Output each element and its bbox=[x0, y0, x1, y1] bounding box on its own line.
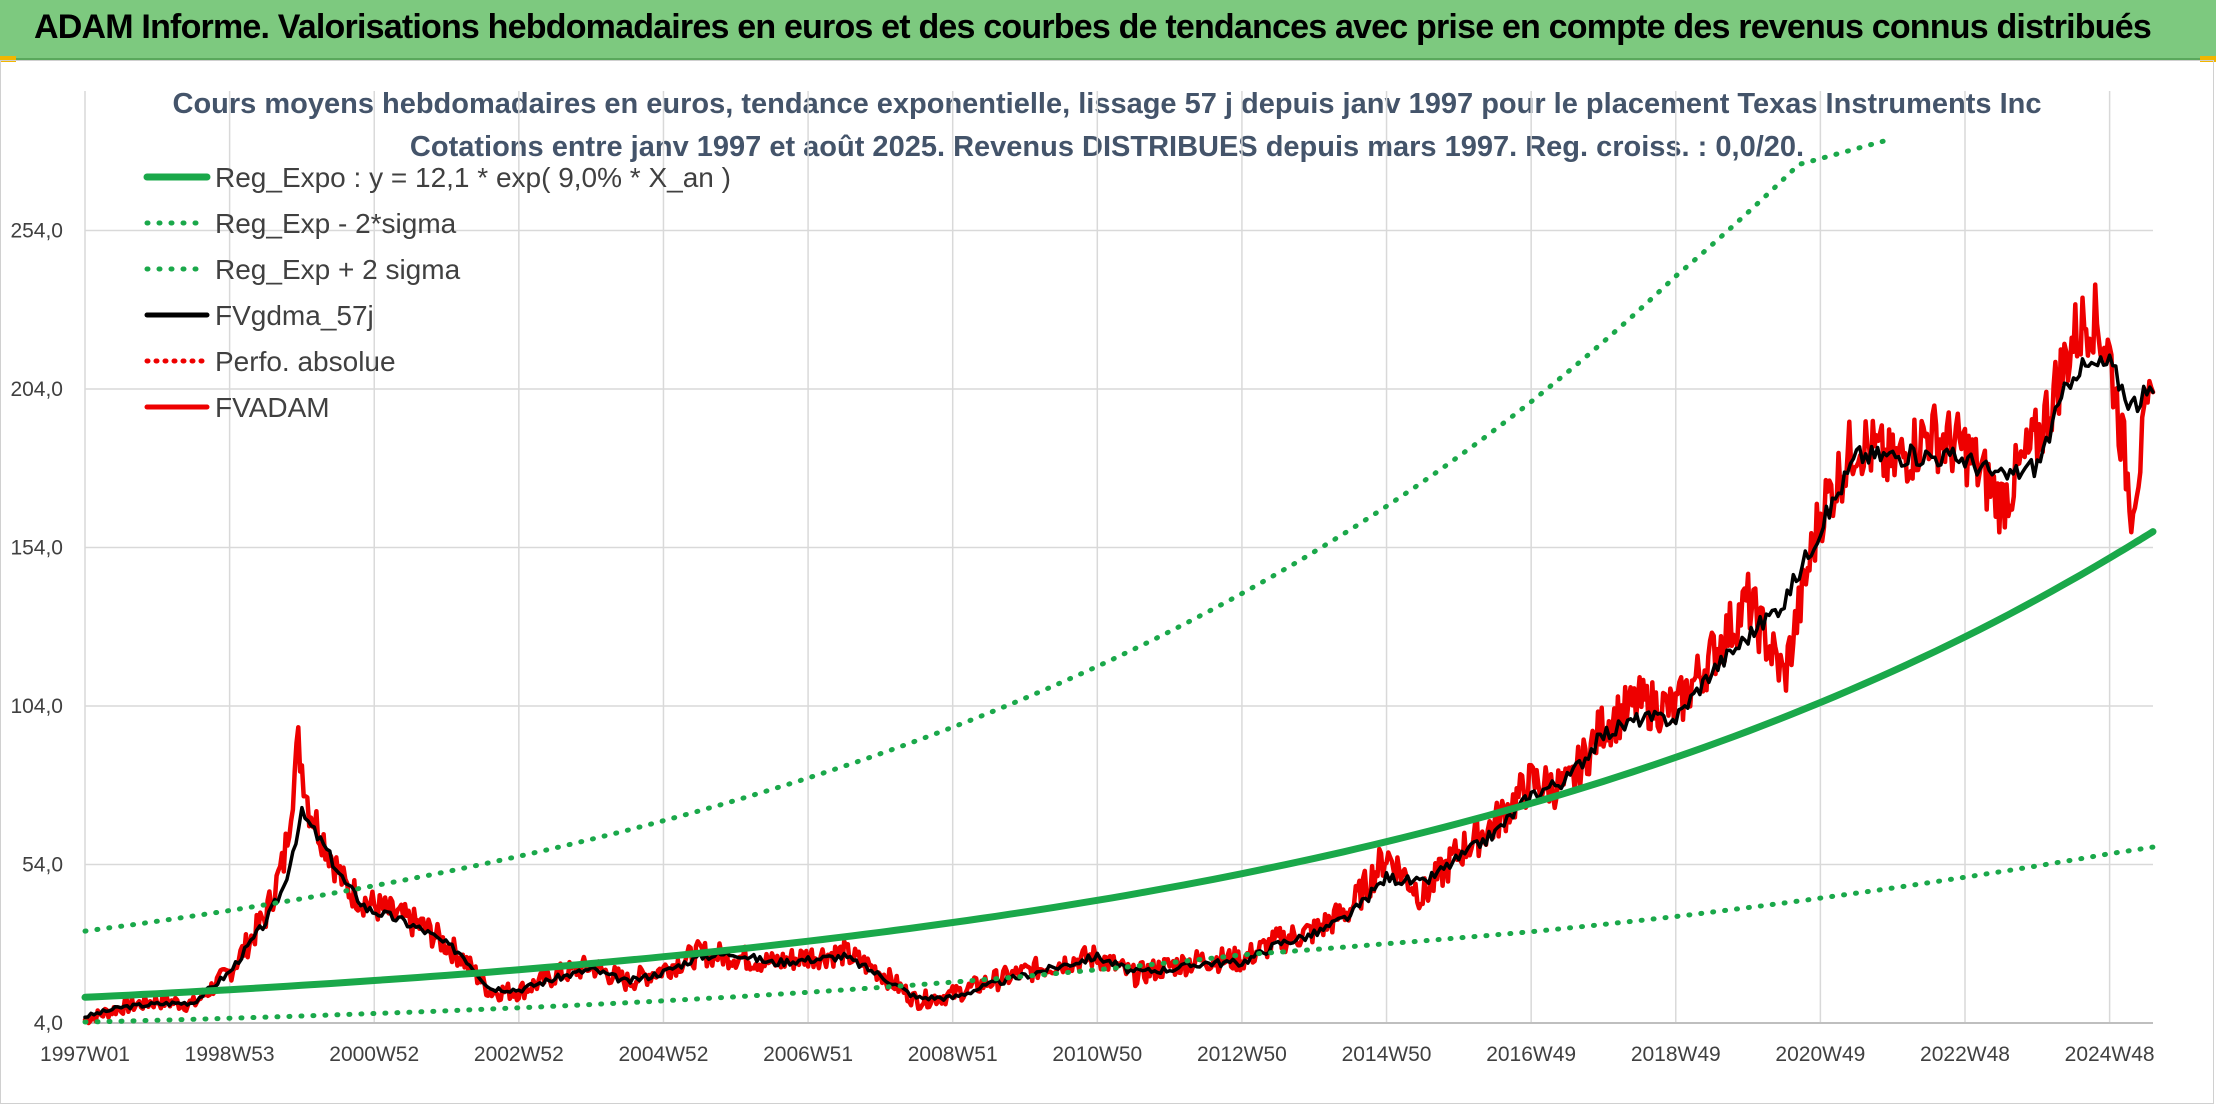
legend-label-4: Perfo. absolue bbox=[215, 346, 396, 377]
report-title: ADAM Informe. Valorisations hebdomadaire… bbox=[34, 8, 2152, 46]
x-tick-label: 2008W51 bbox=[908, 1043, 998, 1066]
chart-subtitle: Cotations entre janv 1997 et août 2025. … bbox=[410, 131, 1804, 163]
y-tick-label: 54,0 bbox=[22, 853, 63, 876]
series-line-5 bbox=[82, 282, 2156, 1026]
legend-label-2: Reg_Exp + 2 sigma bbox=[215, 254, 461, 285]
x-tick-label: 2016W49 bbox=[1486, 1043, 1576, 1066]
legend-label-1: Reg_Exp - 2*sigma bbox=[215, 208, 457, 239]
left-corner-marker bbox=[0, 56, 16, 62]
x-tick-label: 2024W48 bbox=[2065, 1043, 2155, 1066]
x-tick-label: 2014W50 bbox=[1342, 1043, 1432, 1066]
x-tick-label: 1997W01 bbox=[40, 1043, 130, 1066]
chart: Cours moyens hebdomadaires en euros, ten… bbox=[10, 88, 2157, 1066]
x-tick-label: 2020W49 bbox=[1775, 1043, 1865, 1066]
x-tick-label: 2002W52 bbox=[474, 1043, 564, 1066]
legend-label-0: Reg_Expo : y = 12,1 * exp( 9,0% * X_an ) bbox=[215, 162, 731, 193]
chart-frame: Cours moyens hebdomadaires en euros, ten… bbox=[0, 60, 2214, 1104]
series-line-1 bbox=[82, 844, 2156, 1025]
legend: Reg_Expo : y = 12,1 * exp( 9,0% * X_an )… bbox=[143, 162, 731, 423]
y-tick-label: 104,0 bbox=[10, 695, 63, 718]
series-line-2 bbox=[82, 136, 1896, 934]
x-tick-label: 2006W51 bbox=[763, 1043, 853, 1066]
legend-label-5: FVADAM bbox=[215, 392, 330, 423]
legend-label-3: FVgdma_57j bbox=[215, 300, 374, 331]
x-tick-label: 2022W48 bbox=[1920, 1043, 2010, 1066]
series-line-0 bbox=[81, 528, 2157, 1001]
grid bbox=[84, 91, 2153, 1024]
y-tick-label: 4,0 bbox=[34, 1012, 63, 1035]
x-tick-label: 2018W49 bbox=[1631, 1043, 1721, 1066]
x-tick-label: 2004W52 bbox=[619, 1043, 709, 1066]
right-corner-marker bbox=[2200, 56, 2216, 62]
series-line-3 bbox=[83, 353, 2155, 1020]
x-tick-label: 2000W52 bbox=[329, 1043, 419, 1066]
y-tick-label: 154,0 bbox=[10, 536, 63, 559]
x-tick-label: 2010W50 bbox=[1052, 1043, 1142, 1066]
y-tick-label: 254,0 bbox=[10, 219, 63, 242]
chart-title: Cours moyens hebdomadaires en euros, ten… bbox=[173, 88, 2042, 120]
x-tick-label: 2012W50 bbox=[1197, 1043, 1287, 1066]
report-header: ADAM Informe. Valorisations hebdomadaire… bbox=[0, 0, 2216, 60]
plot-area bbox=[81, 136, 2157, 1026]
x-tick-label: 1998W53 bbox=[185, 1043, 275, 1066]
axes: 4,0 54,0 104,0 154,0 204,0 254,0 1997W01 1998W5… bbox=[10, 219, 2154, 1066]
y-tick-label: 204,0 bbox=[10, 378, 63, 401]
